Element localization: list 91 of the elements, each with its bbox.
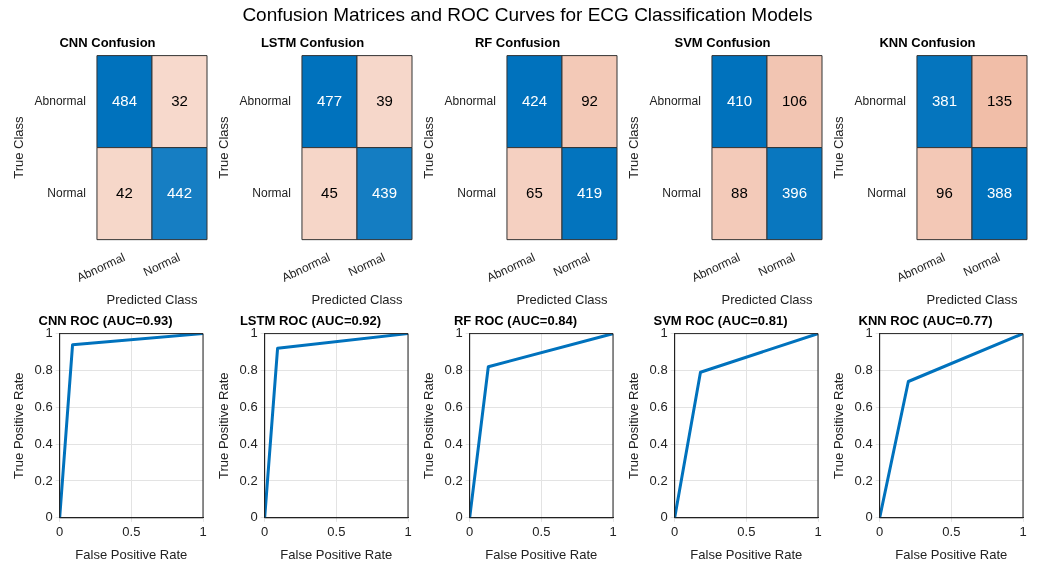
y-tick-label: 0.2 (444, 472, 463, 488)
x-tick-label: 0.5 (122, 524, 141, 540)
y-tick-label: 0.8 (854, 362, 873, 378)
y-tick-label: 0.4 (649, 435, 668, 451)
y-tick-label: Normal (867, 185, 906, 200)
x-tick-label: 1 (1019, 524, 1027, 540)
x-tick-label: 0.5 (532, 524, 551, 540)
data-label: 39 (376, 91, 393, 109)
x-axis-title: False Positive Rate (280, 546, 393, 562)
y-tick-label: 0.6 (239, 398, 258, 414)
y-tick-label: 0.2 (34, 472, 53, 488)
y-tick-label: 0.6 (649, 398, 668, 414)
y-tick-label: 0.8 (649, 362, 668, 378)
data-label: 442 (166, 183, 192, 201)
y-tick-label: Normal (457, 185, 496, 200)
chart-title: KNN Confusion (879, 35, 976, 51)
y-tick-label: 0.4 (444, 435, 463, 451)
y-axis-title: True Class (216, 115, 232, 179)
y-tick-label: 0.4 (34, 435, 53, 451)
y-axis-title: True Class (831, 115, 847, 179)
y-tick-label: Normal (252, 185, 291, 200)
y-tick-label: 0.2 (649, 472, 668, 488)
y-tick-label: 0 (865, 509, 873, 525)
text: Confusion Matrices and ROC Curves for ECG Classification Models (241, 4, 814, 26)
y-tick-label: 0 (660, 509, 668, 525)
x-tick-label: 1 (609, 524, 617, 540)
y-axis-title: True Class (421, 115, 437, 179)
data-label: 45 (321, 183, 338, 201)
data-label: 88 (731, 183, 748, 201)
x-axis-title: Predicted Class (106, 291, 198, 307)
data-label: 424 (521, 91, 547, 109)
x-tick-label: 1 (404, 524, 412, 540)
y-tick-label: Abnormal (34, 93, 86, 108)
x-tick-label: 1 (199, 524, 207, 540)
x-tick-label: 0.5 (327, 524, 346, 540)
x-axis-title: False Positive Rate (690, 546, 803, 562)
chart-title: RF Confusion (474, 35, 561, 51)
data-label: 65 (526, 183, 543, 201)
chart-title: CNN Confusion (59, 35, 156, 51)
data-label: 106 (781, 91, 808, 109)
y-tick-label: Abnormal (649, 93, 701, 108)
x-axis-title: False Positive Rate (895, 546, 1008, 562)
data-label: 42 (116, 183, 133, 201)
y-tick-label: 0.6 (444, 398, 463, 414)
data-label: 96 (936, 183, 953, 201)
y-axis-title: True Positive Rate (216, 372, 232, 479)
y-tick-label: Normal (662, 185, 701, 200)
data-label: 439 (371, 183, 397, 201)
y-axis-title: True Class (626, 115, 642, 179)
y-tick-label: 0.8 (239, 362, 258, 378)
y-tick-label: 0.2 (854, 472, 873, 488)
x-tick-label: 0.5 (737, 524, 756, 540)
x-tick-label: 1 (814, 524, 822, 540)
x-axis-title: False Positive Rate (485, 546, 598, 562)
data-label: 92 (581, 91, 598, 109)
y-tick-label: 0 (45, 509, 53, 525)
y-tick-label: Abnormal (239, 93, 291, 108)
y-tick-label: 0.8 (34, 362, 53, 378)
data-label: 410 (726, 91, 752, 109)
x-axis-title: False Positive Rate (75, 546, 188, 562)
y-tick-label: 0.2 (239, 472, 258, 488)
y-tick-label: 0 (250, 509, 258, 525)
y-axis-title: True Positive Rate (11, 372, 27, 479)
x-tick-label: 0.5 (942, 524, 961, 540)
data-label: 381 (931, 91, 957, 109)
y-tick-label: 0.6 (854, 398, 873, 414)
data-label: 484 (111, 91, 137, 109)
y-tick-label: 0.4 (239, 435, 258, 451)
y-axis-title: True Class (11, 115, 27, 179)
chart-title: LSTM Confusion (260, 35, 365, 51)
x-axis-title: Predicted Class (721, 291, 813, 307)
data-label: 135 (986, 91, 1013, 109)
data-label: 419 (576, 183, 603, 201)
chart-title: SVM Confusion (674, 35, 771, 51)
y-axis-title: True Positive Rate (421, 372, 437, 479)
x-axis-title: Predicted Class (516, 291, 608, 307)
x-axis-title: Predicted Class (311, 291, 403, 307)
y-tick-label: Normal (47, 185, 86, 200)
y-tick-label: 0 (455, 509, 463, 525)
y-axis-title: True Positive Rate (831, 372, 847, 479)
y-tick-label: Abnormal (444, 93, 496, 108)
data-label: 32 (171, 91, 188, 109)
y-tick-label: Abnormal (854, 93, 906, 108)
y-tick-label: 0.4 (854, 435, 873, 451)
x-axis-title: Predicted Class (926, 291, 1018, 307)
data-label: 477 (316, 91, 342, 109)
y-axis-title: True Positive Rate (626, 372, 642, 479)
y-tick-label: 0.8 (444, 362, 463, 378)
y-tick-label: 0.6 (34, 398, 53, 414)
data-label: 388 (986, 183, 1013, 201)
data-label: 396 (781, 183, 808, 201)
